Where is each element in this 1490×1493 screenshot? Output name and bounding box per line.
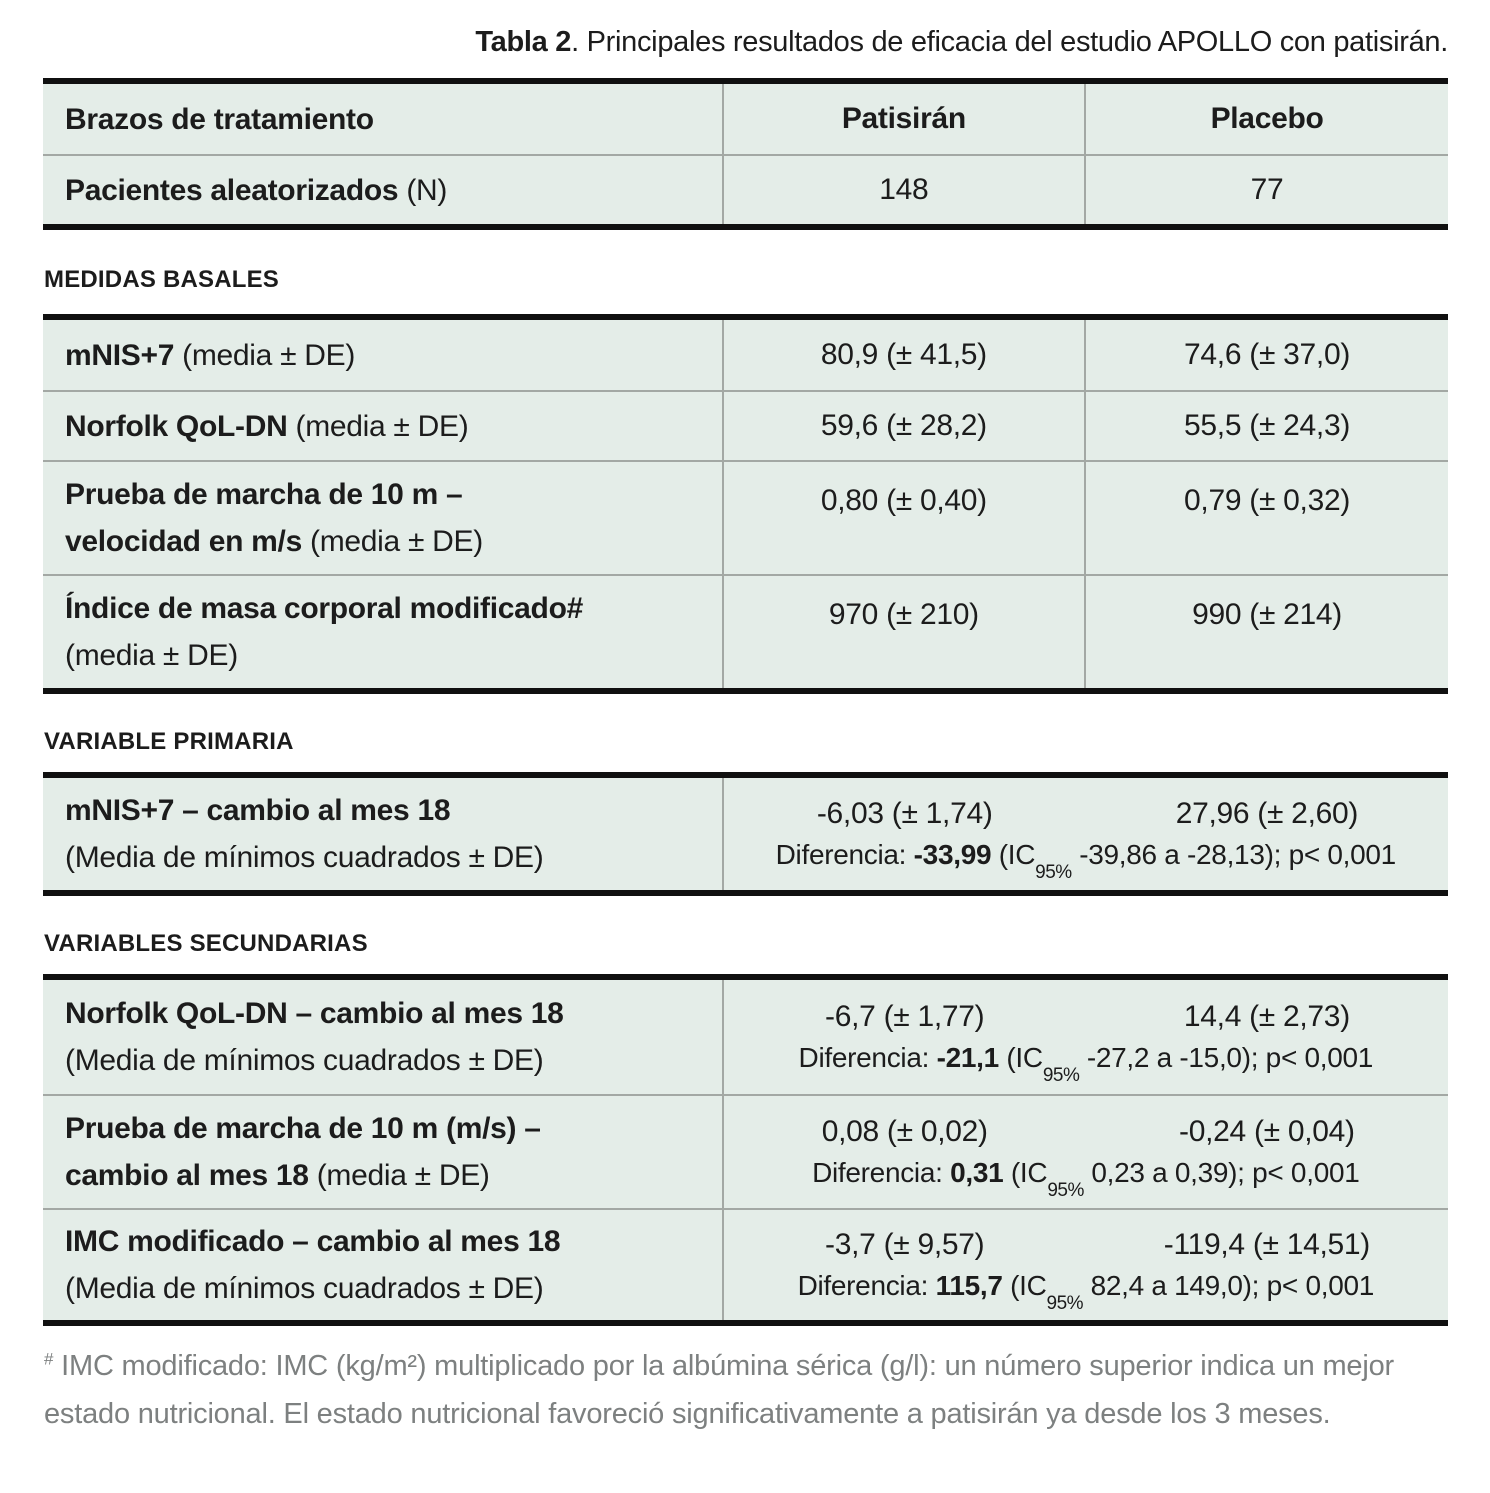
ci-subscript: 95% <box>1042 1064 1080 1086</box>
patisiran-value: 80,9 (± 41,5) <box>721 320 1084 390</box>
patients-label-cell: Pacientes aleatorizados (N) <box>43 156 722 224</box>
row-label-line1: Prueba de marcha de 10 m – <box>65 478 463 511</box>
value-pair: 0,08 (± 0,02) -0,24 (± 0,04) <box>724 1115 1448 1149</box>
placebo-value: 27,96 (± 2,60) <box>1175 797 1359 830</box>
placebo-value: -0,24 (± 0,04) <box>1179 1115 1355 1148</box>
values-cell: 0,08 (± 0,02) -0,24 (± 0,04) Diferencia:… <box>721 1096 1448 1208</box>
patisiran-value: 0,08 (± 0,02) <box>821 1115 988 1148</box>
row-label-line2: cambio al mes 18 <box>65 1159 309 1192</box>
table-row-mnis7-change: mNIS+7 – cambio al mes 18 (Media de míni… <box>43 778 1448 890</box>
difference-line: Diferencia: 115,7 (IC95% 82,4 a 149,0); … <box>797 1270 1375 1314</box>
row-label-line1: Norfolk QoL-DN – cambio al mes 18 <box>65 997 564 1030</box>
row-label-line1: IMC modificado – cambio al mes 18 <box>65 1225 561 1258</box>
secondary-endpoints-table: Norfolk QoL-DN – cambio al mes 18 (Media… <box>43 974 1448 1326</box>
placebo-value: 14,4 (± 2,73) <box>1183 1000 1350 1033</box>
value-pair: -3,7 (± 9,57) -119,4 (± 14,51) <box>724 1228 1448 1262</box>
row-label-cell: mNIS+7 – cambio al mes 18 (Media de míni… <box>43 778 722 890</box>
row-label-cell: Norfolk QoL-DN – cambio al mes 18 (Media… <box>43 980 722 1094</box>
primary-endpoint-table: mNIS+7 – cambio al mes 18 (Media de míni… <box>43 772 1448 896</box>
row-label-cell: Índice de masa corporal modificado# (med… <box>43 576 722 688</box>
table-row-mbmi-change: IMC modificado – cambio al mes 18 (Media… <box>43 1208 1448 1320</box>
patients-placebo-value: 77 <box>1084 156 1448 224</box>
patients-patisiran-value: 148 <box>721 156 1084 224</box>
row-label-line1: mNIS+7 – cambio al mes 18 <box>65 794 451 827</box>
value-pair: -6,7 (± 1,77) 14,4 (± 2,73) <box>724 1000 1448 1034</box>
arms-header-label: Brazos de tratamiento <box>65 102 374 136</box>
table-title: Tabla 2. Principales resultados de efica… <box>43 24 1448 60</box>
difference-line: Diferencia: -21,1 (IC95% -27,2 a -15,0);… <box>798 1042 1374 1086</box>
treatment-arms-table: Brazos de tratamiento Patisirán Placebo … <box>43 78 1448 230</box>
footnote: # IMC modificado: IMC (kg/m²) multiplica… <box>43 1342 1448 1438</box>
row-label-cell: mNIS+7 (media ± DE) <box>43 320 722 390</box>
header-cell-arms: Brazos de tratamiento <box>43 84 722 154</box>
patients-row: Pacientes aleatorizados (N) 148 77 <box>43 154 1448 224</box>
patisiran-value: -6,7 (± 1,77) <box>825 1000 985 1033</box>
patients-label: Pacientes aleatorizados <box>65 173 399 207</box>
patisiran-value: 970 (± 210) <box>721 576 1084 688</box>
row-label-cell: Prueba de marcha de 10 m (m/s) – cambio … <box>43 1096 722 1208</box>
placebo-value: 990 (± 214) <box>1084 576 1448 688</box>
row-label-note: (media ± DE) <box>295 409 469 443</box>
row-label: Norfolk QoL-DN <box>65 409 288 443</box>
row-label-note: (Media de mínimos cuadrados ± DE) <box>65 841 544 874</box>
table-row-walk-change: Prueba de marcha de 10 m (m/s) – cambio … <box>43 1094 1448 1208</box>
section-label-primary: VARIABLE PRIMARIA <box>44 728 294 755</box>
table-row-norfolk: Norfolk QoL-DN (media ± DE) 59,6 (± 28,2… <box>43 390 1448 460</box>
footnote-text: IMC modificado: IMC (kg/m²) multiplicado… <box>44 1350 1394 1430</box>
table-row-mbmi: Índice de masa corporal modificado# (med… <box>43 574 1448 688</box>
row-label-note: (media ± DE) <box>316 1159 490 1192</box>
patisiran-value: 59,6 (± 28,2) <box>721 392 1084 460</box>
table-row-norfolk-change: Norfolk QoL-DN – cambio al mes 18 (Media… <box>43 980 1448 1094</box>
table-row-mnis7: mNIS+7 (media ± DE) 80,9 (± 41,5) 74,6 (… <box>43 320 1448 390</box>
patisiran-value: 0,80 (± 0,40) <box>721 462 1084 574</box>
values-cell: -6,7 (± 1,77) 14,4 (± 2,73) Diferencia: … <box>721 980 1448 1094</box>
table-row-walk-test: Prueba de marcha de 10 m – velocidad en … <box>43 460 1448 574</box>
row-label-cell: Prueba de marcha de 10 m – velocidad en … <box>43 462 722 574</box>
placebo-value: -119,4 (± 14,51) <box>1163 1228 1371 1261</box>
row-label-note: (media ± DE) <box>310 525 483 558</box>
header-cell-placebo: Placebo <box>1084 84 1448 154</box>
row-label-note: (Media de mínimos cuadrados ± DE) <box>65 1044 544 1077</box>
placebo-value: 0,79 (± 0,32) <box>1084 462 1448 574</box>
baseline-table: mNIS+7 (media ± DE) 80,9 (± 41,5) 74,6 (… <box>43 314 1448 694</box>
difference-line: Diferencia: 0,31 (IC95% 0,23 a 0,39); p<… <box>812 1157 1360 1201</box>
ci-subscript: 95% <box>1046 1292 1084 1314</box>
placebo-value: 74,6 (± 37,0) <box>1084 320 1448 390</box>
row-label-line1: Prueba de marcha de 10 m (m/s) – <box>65 1112 541 1145</box>
row-label-cell: Norfolk QoL-DN (media ± DE) <box>43 392 722 460</box>
placebo-value: 55,5 (± 24,3) <box>1084 392 1448 460</box>
patients-label-note: (N) <box>406 173 448 207</box>
patisiran-value: -6,03 (± 1,74) <box>816 797 993 830</box>
row-label-line2: velocidad en m/s <box>65 525 302 558</box>
row-label-cell: IMC modificado – cambio al mes 18 (Media… <box>43 1210 722 1320</box>
row-label-note: (media ± DE) <box>65 639 238 672</box>
placebo-header-label: Placebo <box>1210 102 1324 135</box>
table-title-number: Tabla 2 <box>475 26 572 58</box>
patisiran-header-label: Patisirán <box>841 102 966 135</box>
page: Tabla 2. Principales resultados de efica… <box>0 24 1490 1438</box>
row-label: mNIS+7 <box>65 338 175 372</box>
values-cell: -3,7 (± 9,57) -119,4 (± 14,51) Diferenci… <box>721 1210 1448 1320</box>
value-pair: -6,03 (± 1,74) 27,96 (± 2,60) <box>724 797 1448 831</box>
row-label-note: (Media de mínimos cuadrados ± DE) <box>65 1272 544 1305</box>
table-title-text: . Principales resultados de eficacia del… <box>571 26 1448 58</box>
patisiran-value: -3,7 (± 9,57) <box>825 1228 985 1261</box>
header-cell-patisiran: Patisirán <box>721 84 1084 154</box>
section-label-secondary: VARIABLES SECUNDARIAS <box>44 930 368 957</box>
section-label-baseline: MEDIDAS BASALES <box>44 266 280 293</box>
ci-subscript: 95% <box>1047 1179 1084 1201</box>
difference-line: Diferencia: -33,99 (IC95% -39,86 a -28,1… <box>775 839 1397 883</box>
footnote-marker: # <box>44 1349 54 1369</box>
row-label-note: (media ± DE) <box>182 338 356 372</box>
ci-subscript: 95% <box>1035 861 1072 883</box>
table-header-row: Brazos de tratamiento Patisirán Placebo <box>43 84 1448 154</box>
values-cell: -6,03 (± 1,74) 27,96 (± 2,60) Diferencia… <box>721 778 1448 890</box>
row-label-line1: Índice de masa corporal modificado# <box>65 592 583 625</box>
